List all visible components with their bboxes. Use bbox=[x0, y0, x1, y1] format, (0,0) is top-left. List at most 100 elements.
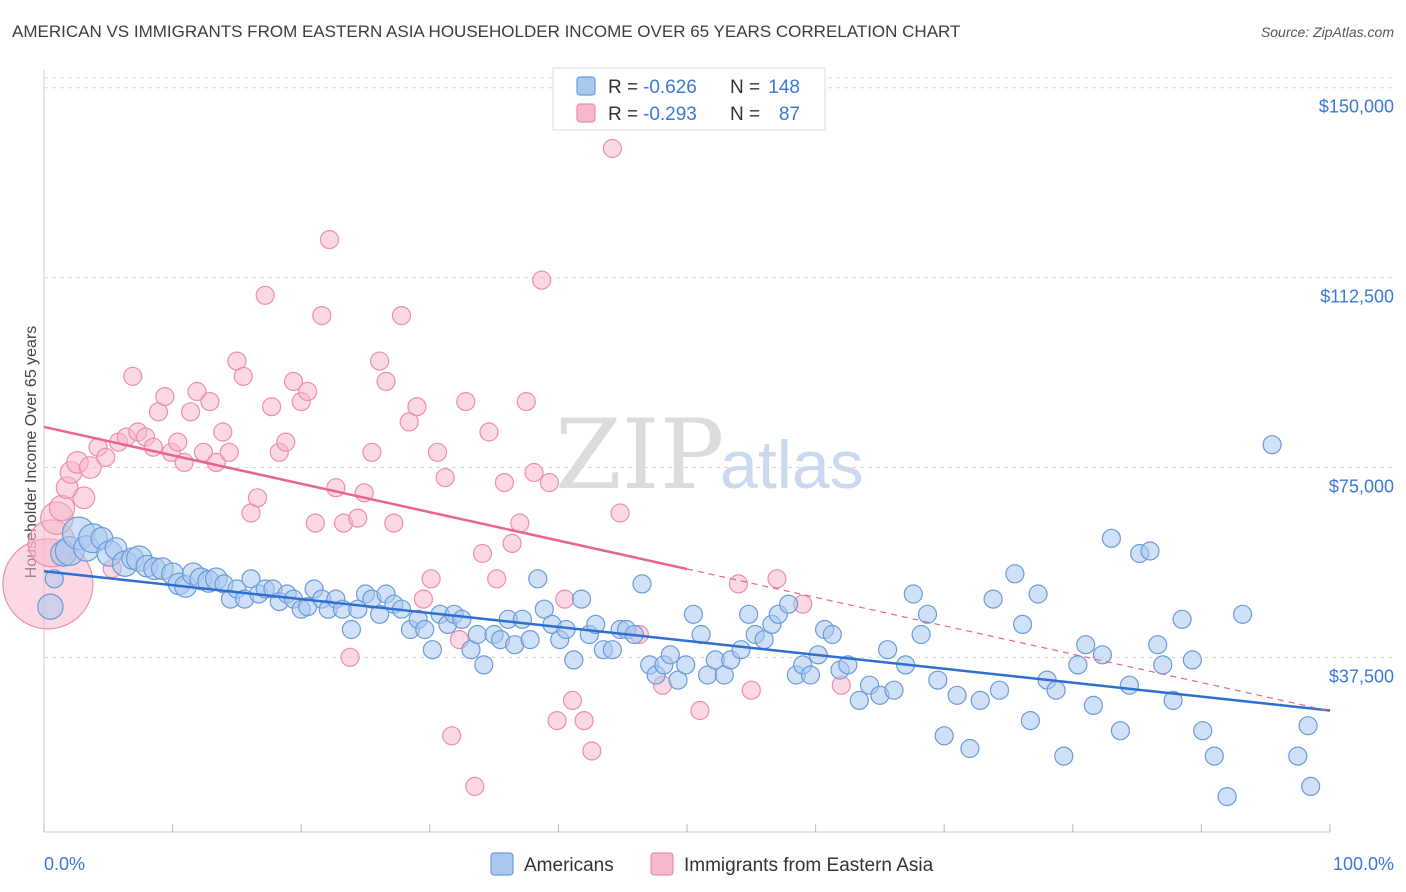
americans-point bbox=[934, 726, 954, 746]
americans-point bbox=[37, 593, 64, 620]
legend-n-label: N = bbox=[730, 77, 760, 98]
americans-point bbox=[928, 670, 948, 690]
americans-point bbox=[586, 614, 606, 635]
americans-point bbox=[1110, 721, 1131, 741]
immigrants-point bbox=[456, 392, 476, 412]
americans-point bbox=[849, 690, 869, 711]
americans-point bbox=[415, 619, 435, 640]
americans-point bbox=[602, 640, 623, 660]
series-legend: Americans Immigrants from Eastern Asia bbox=[490, 852, 934, 876]
americans-point bbox=[422, 640, 442, 660]
americans-point bbox=[970, 690, 990, 711]
americans-point bbox=[1262, 435, 1282, 455]
trendline-solid bbox=[43, 425, 688, 571]
immigrants-point bbox=[298, 381, 318, 402]
immigrants-point bbox=[562, 690, 583, 711]
immigrants-point bbox=[741, 680, 761, 700]
immigrants-point bbox=[376, 371, 396, 391]
americans-point bbox=[911, 624, 931, 645]
immigrants-point bbox=[442, 726, 462, 746]
americans-point bbox=[1054, 746, 1074, 766]
legend-n-value: 148 bbox=[768, 77, 800, 98]
americans-point bbox=[1083, 695, 1104, 716]
americans-point bbox=[917, 604, 938, 624]
immigrants-point bbox=[384, 513, 404, 533]
americans-point bbox=[1298, 716, 1318, 736]
americans-point bbox=[341, 619, 361, 640]
legend-swatch-americans bbox=[576, 76, 596, 96]
americans-point bbox=[989, 680, 1010, 700]
americans-point bbox=[983, 589, 1003, 609]
immigrants-point bbox=[407, 397, 427, 417]
americans-point bbox=[822, 624, 842, 645]
immigrants-point bbox=[465, 776, 485, 797]
immigrants-point bbox=[283, 371, 304, 391]
americans-point bbox=[1288, 746, 1308, 766]
immigrants-point bbox=[48, 494, 76, 522]
y-tick-label: $150,000 bbox=[1319, 97, 1394, 117]
legend-r-value: -0.626 bbox=[643, 77, 697, 98]
americans-point bbox=[1020, 710, 1041, 731]
americans-point bbox=[660, 645, 680, 665]
immigrants-point bbox=[555, 589, 575, 609]
americans-point bbox=[1068, 655, 1088, 675]
immigrants-point bbox=[767, 569, 787, 589]
immigrants-point bbox=[524, 462, 544, 483]
americans-point bbox=[1028, 584, 1048, 604]
immigrants-point bbox=[247, 488, 268, 508]
immigrants-point bbox=[399, 412, 419, 432]
immigrants-point bbox=[219, 442, 239, 462]
americans-point bbox=[467, 624, 487, 645]
immigrants-point bbox=[435, 468, 455, 488]
americans-point bbox=[474, 655, 494, 675]
immigrants-point bbox=[78, 456, 102, 479]
legend-n-value: 87 bbox=[779, 104, 800, 125]
immigrants-point bbox=[187, 381, 207, 402]
americans-point bbox=[571, 589, 592, 609]
americans-point bbox=[838, 655, 858, 675]
americans-point bbox=[452, 609, 472, 629]
immigrants-point bbox=[213, 422, 233, 442]
immigrants-point bbox=[516, 392, 536, 412]
y-tick-label: $37,500 bbox=[1329, 666, 1394, 686]
immigrants-point bbox=[487, 569, 507, 589]
immigrants-point bbox=[340, 647, 360, 667]
americans-point bbox=[1076, 635, 1096, 655]
americans-point bbox=[370, 604, 390, 624]
legend-n-label: N = bbox=[730, 104, 760, 125]
americans-point bbox=[960, 738, 980, 759]
americans-point bbox=[683, 604, 704, 624]
immigrants-point bbox=[233, 366, 253, 386]
americans-point bbox=[241, 569, 261, 589]
americans-point bbox=[1140, 541, 1160, 561]
americans-point bbox=[1232, 604, 1253, 624]
immigrants-point bbox=[181, 402, 201, 422]
immigrants-point bbox=[262, 397, 282, 417]
americans-point bbox=[1301, 776, 1321, 797]
americans-point bbox=[877, 640, 898, 660]
americans-point bbox=[1193, 721, 1213, 741]
immigrants-point bbox=[200, 392, 220, 412]
americans-point bbox=[1119, 675, 1140, 695]
bottom-legend-swatch-immigrants bbox=[650, 852, 674, 876]
y-axis-label: Householder Income Over 65 years bbox=[23, 326, 40, 579]
legend-box bbox=[552, 67, 826, 131]
americans-point bbox=[1092, 645, 1113, 665]
americans-point bbox=[1217, 786, 1237, 807]
americans-point bbox=[1163, 690, 1183, 711]
americans-point bbox=[1101, 528, 1122, 548]
immigrants-point bbox=[255, 285, 275, 305]
americans-point bbox=[731, 640, 751, 660]
x-axis-ticks bbox=[43, 824, 1331, 832]
immigrants-point bbox=[479, 422, 499, 442]
chart-source: Source: ZipAtlas.com bbox=[1260, 24, 1394, 40]
americans-point bbox=[1172, 609, 1192, 629]
legend-r-label: R = bbox=[608, 77, 638, 98]
americans-point bbox=[676, 655, 696, 675]
americans-point bbox=[1148, 635, 1168, 655]
immigrants-point bbox=[362, 442, 382, 462]
americans-point bbox=[778, 594, 799, 614]
americans-point bbox=[1046, 680, 1066, 700]
trendline-solid bbox=[43, 570, 1331, 712]
bottom-legend-label-americans: Americans bbox=[524, 855, 614, 876]
